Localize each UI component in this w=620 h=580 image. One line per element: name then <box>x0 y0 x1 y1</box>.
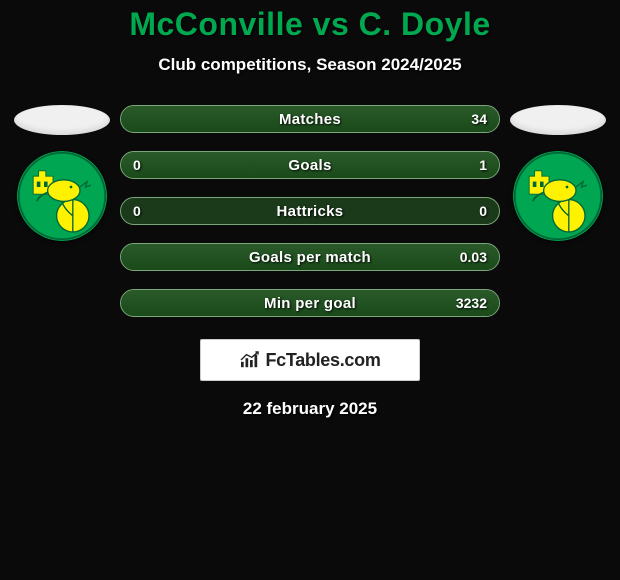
comparison-card: McConville vs C. Doyle Club competitions… <box>0 0 620 580</box>
stat-label: Goals per match <box>249 249 371 266</box>
player-right-silhouette <box>510 105 606 135</box>
stat-right-value: 34 <box>471 111 487 127</box>
stat-right-value: 0 <box>479 203 487 219</box>
club-crest-right <box>513 151 603 241</box>
player-left-column <box>12 105 112 241</box>
club-crest-left <box>17 151 107 241</box>
chart-icon <box>239 351 261 369</box>
watermark-badge: FcTables.com <box>200 339 420 381</box>
stat-right-value: 0.03 <box>460 249 487 265</box>
stat-label: Hattricks <box>277 203 344 220</box>
stat-left-value: 0 <box>133 203 141 219</box>
content-row: Matches 34 0 Goals 1 0 Hattricks 0 Goals per mat… <box>0 105 620 317</box>
stat-left-value: 0 <box>133 157 141 173</box>
player-right-column <box>508 105 608 241</box>
stat-row: Goals per match 0.03 <box>120 243 500 271</box>
stat-row: 0 Goals 1 <box>120 151 500 179</box>
subtitle: Club competitions, Season 2024/2025 <box>158 55 461 75</box>
stat-row: Min per goal 3232 <box>120 289 500 317</box>
stat-label: Matches <box>279 111 341 128</box>
stats-list: Matches 34 0 Goals 1 0 Hattricks 0 Goals per mat… <box>112 105 508 317</box>
page-title: McConville vs C. Doyle <box>129 6 490 43</box>
date-text: 22 february 2025 <box>243 399 377 419</box>
stat-label: Min per goal <box>264 295 356 312</box>
watermark-text: FcTables.com <box>265 350 380 371</box>
stat-right-value: 1 <box>479 157 487 173</box>
stat-row: Matches 34 <box>120 105 500 133</box>
player-left-silhouette <box>14 105 110 135</box>
stat-label: Goals <box>288 157 331 174</box>
stat-right-value: 3232 <box>456 295 487 311</box>
watermark-inner: FcTables.com <box>239 350 380 371</box>
stat-row: 0 Hattricks 0 <box>120 197 500 225</box>
